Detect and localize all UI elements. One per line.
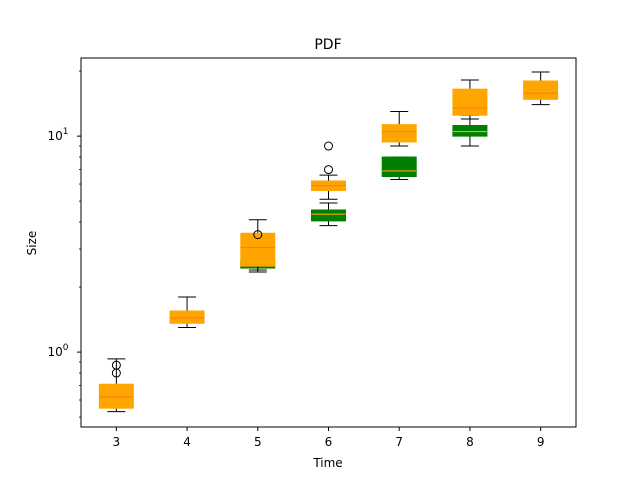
box-layer xyxy=(98,71,559,413)
outlier-point xyxy=(253,230,263,240)
outlier-point xyxy=(324,141,333,151)
x-tick-label: 4 xyxy=(183,435,191,449)
box xyxy=(452,124,488,137)
y-axis-label: Size xyxy=(25,231,39,256)
y-tick-label: 101 xyxy=(47,127,68,143)
x-tick-label: 7 xyxy=(395,435,403,449)
box-plot-6 xyxy=(311,202,346,227)
box xyxy=(311,209,346,222)
box-plot-6 xyxy=(311,141,346,200)
outlier-point xyxy=(111,360,121,370)
chart-title: PDF xyxy=(314,37,341,53)
box xyxy=(381,124,417,143)
x-axis: 3 4 5 6 7 8 9 xyxy=(113,427,545,449)
box-plot-8 xyxy=(452,79,488,120)
box xyxy=(169,310,205,324)
box-plot-9 xyxy=(523,71,559,106)
box-plot-7 xyxy=(381,156,417,180)
box xyxy=(98,383,134,409)
box-plot-3 xyxy=(98,358,134,413)
outlier-point xyxy=(324,165,333,175)
x-axis-label: Time xyxy=(312,456,342,470)
box-plot-4 xyxy=(169,296,205,328)
x-tick-label: 5 xyxy=(254,435,262,449)
box-plot-5 xyxy=(240,219,276,271)
y-tick-label: 100 xyxy=(47,343,68,359)
y-axis: 100 101 xyxy=(47,70,81,418)
x-tick-label: 8 xyxy=(466,435,474,449)
box-plot-7 xyxy=(381,111,417,147)
x-tick-label: 3 xyxy=(113,435,121,449)
box xyxy=(381,156,417,178)
box xyxy=(452,88,488,116)
x-tick-label: 9 xyxy=(537,435,545,449)
x-tick-label: 6 xyxy=(325,435,333,449)
box xyxy=(523,80,559,100)
